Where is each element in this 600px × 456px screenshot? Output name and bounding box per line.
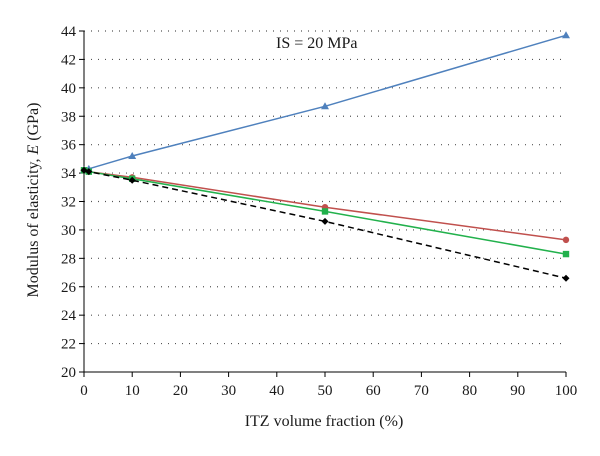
- series-1-point-3: [128, 152, 137, 160]
- x-tick-label-0: 0: [80, 383, 88, 399]
- y-tick-label-30: 30: [61, 223, 76, 239]
- x-tick-label-60: 60: [366, 383, 381, 399]
- y-tick-label-24: 24: [61, 308, 77, 324]
- series-1-point-4: [321, 102, 329, 110]
- series-4-point-5: [562, 274, 570, 282]
- y-tick-label-42: 42: [61, 52, 76, 68]
- x-tick-label-80: 80: [462, 383, 477, 399]
- series-2-point-5: [562, 236, 570, 244]
- x-tick-label-50: 50: [318, 383, 333, 399]
- y-tick-label-22: 22: [61, 337, 76, 353]
- series-1-point-5: [562, 31, 570, 39]
- data-series: [80, 31, 570, 282]
- x-tick-label-40: 40: [269, 383, 284, 399]
- x-tick-label-90: 90: [510, 383, 525, 399]
- y-axis-title-unit: (GPa): [25, 103, 42, 145]
- y-tick-label-38: 38: [61, 109, 76, 125]
- y-tick-label-20: 20: [61, 365, 76, 381]
- y-tick-label-34: 34: [61, 166, 77, 182]
- series-3-point-4: [321, 208, 329, 215]
- y-axis-title-variable: E: [25, 145, 42, 156]
- y-tick-label-36: 36: [61, 138, 77, 154]
- grid-lines: [84, 30, 566, 345]
- series-4-point-2: [85, 168, 93, 176]
- y-tick-label-32: 32: [61, 195, 76, 211]
- series-4-point-4: [321, 217, 329, 225]
- tick-labels: 20 22 24 26 28 30 32 34 36 38 40 42 44 0 10 20 30 40 50 60 7…: [61, 24, 577, 399]
- axes: [83, 31, 566, 373]
- y-tick-label-40: 40: [61, 81, 76, 97]
- series-2: [80, 167, 570, 244]
- x-tick-label-100: 100: [555, 383, 578, 399]
- y-axis-title-prefix: Modulus of elasticity,: [25, 155, 42, 298]
- series-4: [80, 166, 570, 282]
- y-tick-label-44: 44: [61, 24, 77, 40]
- x-tick-label-70: 70: [414, 383, 429, 399]
- series-1: [80, 31, 570, 174]
- series-3-point-5: [562, 250, 570, 258]
- y-axis-title: Modulus of elasticity, E (GPa): [25, 103, 42, 298]
- chart-annotation: IS = 20 MPa: [276, 35, 357, 52]
- y-tick-label-26: 26: [61, 280, 77, 296]
- x-axis-title: ITZ volume fraction (%): [245, 413, 404, 430]
- x-tick-label-10: 10: [125, 383, 140, 399]
- x-tick-label-30: 30: [221, 383, 236, 399]
- y-tick-label-28: 28: [61, 251, 76, 267]
- x-tick-label-20: 20: [173, 383, 188, 399]
- series-4-point-3: [128, 176, 136, 184]
